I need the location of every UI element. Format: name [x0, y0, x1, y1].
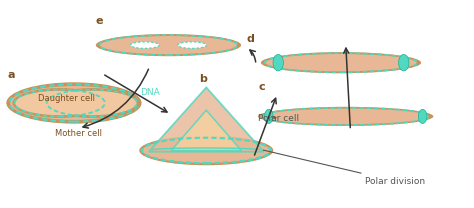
Ellipse shape	[100, 36, 237, 54]
Text: Polar division: Polar division	[263, 150, 425, 186]
Ellipse shape	[263, 109, 428, 124]
Ellipse shape	[265, 54, 417, 71]
Ellipse shape	[258, 107, 433, 126]
Ellipse shape	[47, 91, 137, 115]
Text: e: e	[95, 16, 103, 26]
Polygon shape	[171, 110, 241, 151]
Text: c: c	[258, 82, 265, 92]
Ellipse shape	[12, 88, 107, 118]
Ellipse shape	[178, 42, 207, 48]
Ellipse shape	[10, 86, 138, 120]
Ellipse shape	[15, 91, 104, 115]
Polygon shape	[149, 88, 264, 152]
Text: DNA: DNA	[140, 88, 160, 97]
Ellipse shape	[419, 109, 427, 124]
Ellipse shape	[45, 88, 139, 118]
Text: a: a	[8, 70, 15, 80]
Ellipse shape	[130, 42, 159, 48]
Ellipse shape	[139, 136, 273, 165]
Text: b: b	[199, 74, 207, 84]
Ellipse shape	[273, 54, 283, 71]
Ellipse shape	[143, 138, 270, 163]
Text: Polar cell: Polar cell	[258, 114, 300, 123]
Text: Daughter cell: Daughter cell	[38, 94, 95, 103]
Ellipse shape	[399, 54, 409, 71]
Ellipse shape	[6, 82, 142, 124]
Ellipse shape	[96, 34, 241, 56]
Text: d: d	[246, 34, 255, 44]
Ellipse shape	[264, 109, 273, 124]
Ellipse shape	[261, 52, 421, 73]
Text: Mother cell: Mother cell	[55, 129, 102, 139]
